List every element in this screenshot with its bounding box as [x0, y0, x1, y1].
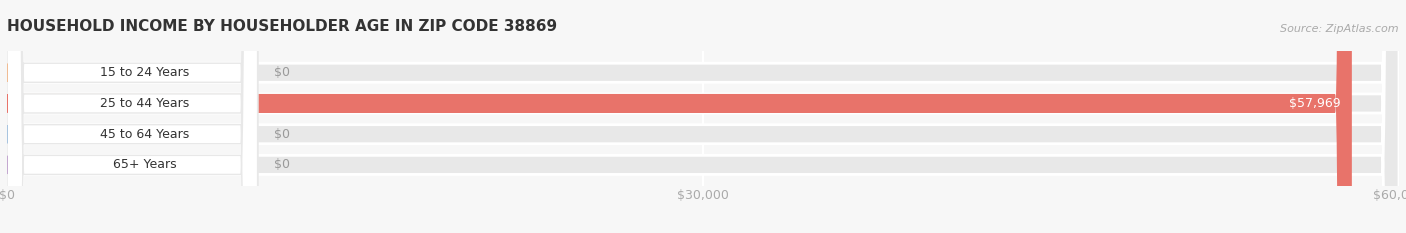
FancyBboxPatch shape — [7, 0, 257, 233]
Text: $0: $0 — [274, 66, 290, 79]
Text: 25 to 44 Years: 25 to 44 Years — [100, 97, 190, 110]
Text: 65+ Years: 65+ Years — [112, 158, 177, 171]
FancyBboxPatch shape — [7, 0, 1399, 233]
Text: $0: $0 — [274, 158, 290, 171]
Text: 15 to 24 Years: 15 to 24 Years — [100, 66, 190, 79]
FancyBboxPatch shape — [7, 0, 1351, 233]
Text: HOUSEHOLD INCOME BY HOUSEHOLDER AGE IN ZIP CODE 38869: HOUSEHOLD INCOME BY HOUSEHOLDER AGE IN Z… — [7, 19, 557, 34]
FancyBboxPatch shape — [7, 0, 1399, 233]
FancyBboxPatch shape — [7, 0, 1399, 233]
FancyBboxPatch shape — [7, 0, 1399, 233]
FancyBboxPatch shape — [7, 0, 257, 233]
Text: Source: ZipAtlas.com: Source: ZipAtlas.com — [1281, 24, 1399, 34]
Text: $0: $0 — [274, 128, 290, 141]
Text: 45 to 64 Years: 45 to 64 Years — [100, 128, 190, 141]
FancyBboxPatch shape — [7, 0, 257, 233]
FancyBboxPatch shape — [7, 0, 257, 233]
Text: $57,969: $57,969 — [1289, 97, 1341, 110]
